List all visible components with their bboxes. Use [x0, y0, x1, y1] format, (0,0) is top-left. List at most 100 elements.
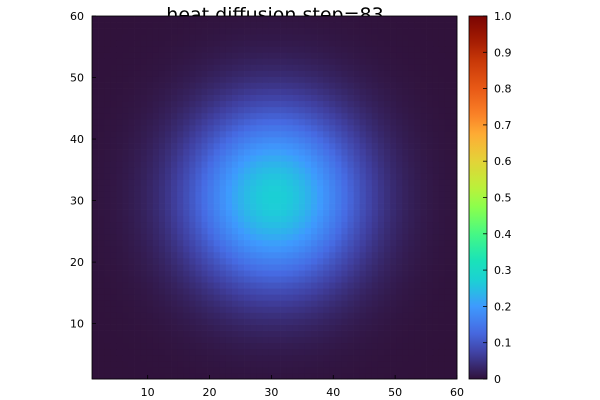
heatmap-cell [207, 360, 215, 368]
heatmap-cell [207, 179, 215, 186]
heatmap-cell [414, 276, 421, 283]
heatmap-cell [317, 58, 324, 65]
heatmap-cell [92, 227, 99, 235]
heatmap-cell [298, 46, 306, 53]
heatmap-cell [298, 94, 306, 102]
heatmap-cell [201, 137, 208, 144]
heatmap-cell [219, 149, 227, 156]
heatmap-cell [408, 336, 415, 344]
heatmap-cell [311, 185, 318, 192]
heatmap-cell [98, 336, 105, 344]
heatmap-cell [450, 330, 458, 337]
heatmap-cell [165, 124, 172, 132]
heatmap-cell [183, 88, 190, 95]
heatmap-cell [304, 282, 312, 289]
heatmap-cell [384, 46, 391, 53]
heatmap-cell [292, 155, 300, 162]
heatmap-cell [189, 76, 196, 83]
heatmap-cell [158, 155, 166, 162]
heatmap-cell [432, 155, 440, 162]
heatmap-cell [280, 348, 288, 356]
heatmap-cell [444, 360, 452, 368]
heatmap-cell [298, 64, 306, 71]
heatmap-cell [280, 312, 288, 319]
heatmap-cell [158, 372, 166, 380]
heatmap-cell [207, 46, 215, 53]
heatmap-cell [122, 342, 129, 350]
heatmap-cell [122, 294, 129, 301]
heatmap-cell [195, 82, 202, 89]
heatmap-cell [146, 46, 154, 53]
heatmap-cell [432, 270, 440, 277]
heatmap-cell [304, 16, 312, 23]
heatmap-cell [152, 215, 160, 223]
heatmap-cell [420, 306, 427, 313]
heatmap-cell [450, 306, 458, 313]
x-tick-label: 60 [450, 386, 464, 399]
heatmap-cell [122, 282, 129, 289]
heatmap-cell [365, 179, 373, 186]
heatmap-cell [244, 34, 251, 41]
heatmap-cell [371, 330, 379, 337]
heatmap-cell [110, 288, 117, 295]
heatmap-cell [450, 282, 458, 289]
heatmap-cell [140, 46, 148, 53]
heatmap-cell [158, 258, 166, 265]
heatmap-cell [384, 354, 391, 362]
heatmap-cell [408, 239, 415, 247]
heatmap-cell [280, 82, 288, 89]
heatmap-cell [390, 58, 397, 65]
heatmap-cell [432, 34, 440, 41]
heatmap-cell [353, 106, 361, 114]
heatmap-cell [408, 149, 415, 156]
heatmap-cell [384, 324, 391, 331]
heatmap-cell [298, 288, 306, 295]
heatmap-cell [280, 173, 288, 180]
heatmap-cell [250, 161, 257, 168]
heatmap-cell [195, 251, 202, 259]
heatmap-cell [231, 155, 239, 162]
heatmap-cell [116, 312, 123, 319]
heatmap-cell [225, 294, 233, 301]
heatmap-cell [408, 173, 415, 180]
heatmap-cell [414, 245, 421, 253]
heatmap-cell [317, 372, 324, 380]
heatmap-cell [347, 143, 354, 150]
heatmap-cell [414, 330, 421, 337]
heatmap-cell [250, 173, 257, 180]
heatmap-cell [183, 52, 190, 59]
heatmap-cell [292, 270, 300, 277]
heatmap-cell [450, 245, 458, 253]
heatmap-cell [390, 215, 397, 223]
heatmap-cell [347, 324, 354, 331]
heatmap-cell [165, 46, 172, 53]
heatmap-cell [244, 221, 251, 229]
heatmap-cell [244, 118, 251, 126]
heatmap-cell [329, 251, 336, 259]
heatmap-cell [371, 106, 379, 114]
heatmap-cell [450, 167, 458, 174]
heatmap-cell [171, 112, 178, 120]
heatmap-cell [323, 300, 330, 307]
heatmap-cell [152, 239, 160, 247]
heatmap-cell [444, 118, 452, 126]
heatmap-cell [377, 58, 385, 65]
heatmap-cell [304, 306, 312, 313]
heatmap-cell [384, 215, 391, 223]
heatmap-cell [426, 16, 434, 23]
heatmap-cell [438, 360, 446, 368]
heatmap-cell [207, 203, 215, 210]
heatmap-cell [353, 324, 361, 331]
heatmap-cell [414, 215, 421, 223]
heatmap-cell [152, 227, 160, 235]
heatmap-cell [353, 372, 361, 380]
heatmap-cell [244, 124, 251, 132]
heatmap-cell [335, 300, 342, 307]
heatmap-cell [384, 366, 391, 374]
heatmap-cell [92, 209, 99, 216]
heatmap-cell [444, 288, 452, 295]
heatmap-cell [128, 64, 135, 71]
heatmap-cell [292, 22, 300, 29]
heatmap-cell [377, 185, 385, 192]
heatmap-cell [335, 58, 342, 65]
